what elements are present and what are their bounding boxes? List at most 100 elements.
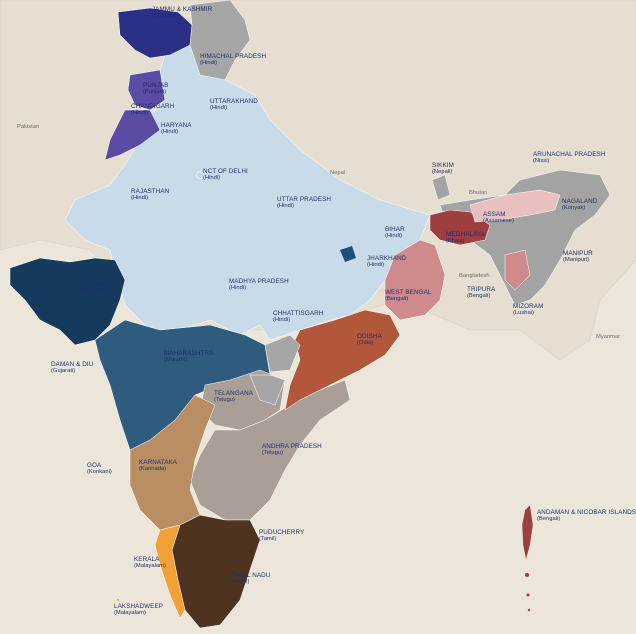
state-name: CHANDIGARH [131,103,175,110]
region-karnataka[interactable] [129,394,216,531]
label-andaman-nicobar: ANDAMAN & NICOBAR ISLANDS (Bengali) [537,509,636,523]
label-uttarakhand: UTTARAKHAND (Hindi) [210,98,258,112]
region-hindi-belt[interactable] [64,29,431,341]
label-tamil-nadu: TAMIL NADU (Tamil) [232,572,270,586]
label-jammu-kashmir: JAMMU & KASHMIR (Kashmiri) [152,6,212,20]
delhi-marker[interactable] [196,171,204,179]
state-language: (Bengali) [467,293,491,300]
region-andaman-nicobar[interactable] [521,504,534,561]
state-name: TRIPURA [467,286,496,293]
state-name: HIMACHAL PRADESH [200,53,267,60]
label-west-bengal: WEST BENGAL (Bengali) [385,289,431,303]
region-gujarat[interactable] [9,257,126,346]
state-language: (Hindi) [273,317,291,324]
label-kerala: KERALA (Malayalam) [134,556,166,570]
label-myanmar: Myanmar [596,334,621,340]
state-name: ANDAMAN & NICOBAR ISLANDS [537,509,636,516]
state-language: (Bengali) [537,516,561,523]
label-maharashtra: MAHARASHTRA (Marathi) [164,350,213,364]
region-unassigned-south [264,334,301,373]
label-bhutan: Bhutan [469,190,488,196]
state-language: (Hindi) [161,129,179,136]
state-language: (Hindi) [277,203,295,210]
state-language: (Hindi) [367,262,385,269]
label-nct-delhi: NCT OF DELHI (Hindi) [203,168,248,182]
state-language: (Gujarati) [51,368,76,375]
region-nagaland[interactable] [469,189,561,223]
region-andhra-pradesh[interactable] [189,379,351,521]
state-name: MIZORAM [513,303,544,310]
state-name: PUDUCHERRY [259,529,305,536]
label-manipur: MANIPUR (Manipuri) [563,250,593,264]
state-name: CHHATTISGARH [273,310,324,317]
nicobar-island-dot [526,593,530,597]
state-language: (Gujarati) [82,288,107,295]
state-language: (Tamil) [259,536,277,543]
state-name: MAHARASHTRA [164,350,214,357]
state-name: WEST BENGAL [385,289,432,296]
state-name: TELANGANA [214,390,254,397]
region-punjab-south[interactable] [104,109,161,161]
state-language: (Manipuri) [563,257,590,264]
state-language: (Hindi) [200,60,218,67]
state-language: (Lushai) [513,310,534,317]
state-name: UTTAR PRADESH [277,196,332,203]
state-language: (Konkani) [87,469,112,476]
label-telangana: TELANGANA (Telugu) [214,390,253,404]
state-language: (Khasi) [446,238,465,245]
region-odisha[interactable] [284,309,401,411]
state-name: ANDHRA PRADESH [262,443,322,450]
label-meghalaya: MEGHALAYA (Khasi) [446,231,485,245]
state-language: (Hindi) [229,285,247,292]
andaman-island-dot [525,573,529,577]
state-language: (Nepali) [432,169,453,176]
label-nepal: Nepal [330,170,346,176]
state-name: JHARKHAND [367,255,407,262]
label-rajasthan: RAJASTHAN (Hindi) [131,188,169,202]
region-kerala[interactable] [154,524,186,619]
label-chhattisgarh: CHHATTISGARH (Hindi) [273,310,323,324]
label-chandigarh: CHANDIGARH (Hindi) [131,103,174,117]
label-andhra-pradesh: ANDHRA PRADESH (Telugu) [262,443,322,457]
region-sikkim[interactable] [431,174,451,201]
state-name: MADHYA PRADESH [229,278,289,285]
state-language: (Telugu) [262,450,283,457]
state-name: SIKKIM [432,162,454,169]
state-language: (Nissi) [533,158,550,165]
label-arunachal-pradesh: ARUNACHAL PRADESH (Nissi) [533,151,606,165]
region-unassigned-central [249,374,286,406]
state-name: RAJASTHAN [131,188,170,195]
state-name: NAGALAND [562,198,598,205]
state-language: (Hindi) [131,110,149,117]
state-name: MEGHALAYA [446,231,486,238]
state-language: (Punjabi) [143,89,167,96]
label-pakistan: Pakistan [17,124,40,130]
state-name: UTTARAKHAND [210,98,258,105]
region-tripura[interactable] [504,249,531,291]
region-west-bengal[interactable] [384,239,446,321]
state-name: JAMMU & KASHMIR [152,6,213,13]
label-himachal-pradesh: HIMACHAL PRADESH (Hindi) [200,53,266,67]
label-assam: ASSAM (Assamese) [483,211,514,225]
state-language: (Marathi) [164,357,188,364]
nicobar-island-dot-2 [527,608,531,612]
label-bihar: BIHAR (Hindi) [385,226,405,240]
label-goa: GOA (Konkani) [87,462,112,476]
region-jammu-kashmir[interactable] [117,7,193,59]
state-name: NCT OF DELHI [203,168,248,175]
label-gujarat: GUJARAT (Gujarati) [82,281,112,295]
state-name: GUJARAT [82,281,112,288]
label-daman-diu: DAMAN & DIU (Gujarati) [51,361,93,375]
label-tripura: TRIPURA (Bengali) [467,286,495,300]
region-unassigned-north [189,0,251,81]
state-name: BIHAR [385,226,405,233]
state-name: GOA [87,462,102,469]
state-language: (Kashmiri) [152,13,179,20]
state-language: (Hindi) [131,195,149,202]
label-uttar-pradesh: UTTAR PRADESH (Hindi) [277,196,331,210]
label-mizoram: MIZORAM (Lushai) [513,303,543,317]
state-name: TAMIL NADU [232,572,271,579]
label-puducherry: PUDUCHERRY (Tamil) [259,529,304,543]
region-mp-dark-patch [340,246,356,262]
